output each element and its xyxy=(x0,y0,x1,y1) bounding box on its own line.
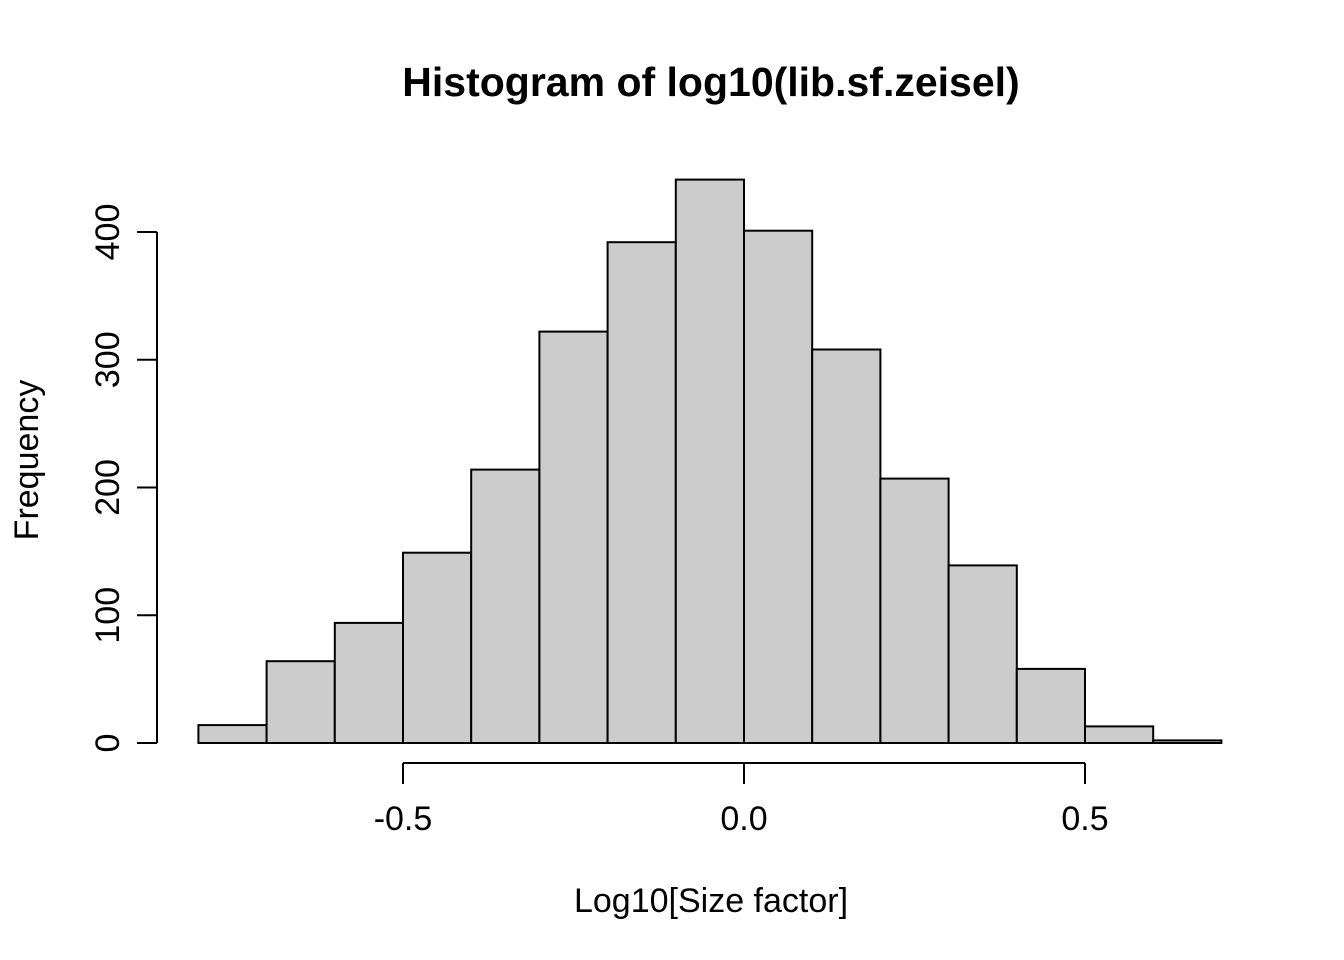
histogram-bar xyxy=(1084,725,1155,745)
x-tick-label: -0.5 xyxy=(374,800,433,838)
histogram-bar xyxy=(333,621,404,745)
histogram-bar xyxy=(538,330,609,744)
histogram-bar xyxy=(197,724,268,744)
y-tick-label: 300 xyxy=(89,331,127,388)
x-tick-label: 0.5 xyxy=(1061,800,1108,838)
y-tick-label: 0 xyxy=(89,734,127,753)
histogram-bar xyxy=(470,468,541,744)
plot-title: Histogram of log10(lib.sf.zeisel) xyxy=(402,59,1020,105)
y-tick-label: 100 xyxy=(89,587,127,644)
histogram-bar xyxy=(1015,667,1086,745)
histogram-bar xyxy=(402,551,473,745)
x-tick-label: 0.0 xyxy=(720,800,767,838)
histogram-bar xyxy=(879,477,950,744)
histogram-bar xyxy=(743,229,814,744)
histogram-bar xyxy=(265,660,336,745)
y-tick-label: 400 xyxy=(89,204,127,261)
y-tick-label: 200 xyxy=(89,459,127,516)
histogram-bar xyxy=(606,241,677,744)
histogram-bar xyxy=(674,178,745,745)
x-axis-label: Log10[Size factor] xyxy=(573,882,849,920)
histogram-bar xyxy=(947,564,1018,745)
histogram-bar xyxy=(811,348,882,744)
histogram-bar xyxy=(1152,739,1223,745)
